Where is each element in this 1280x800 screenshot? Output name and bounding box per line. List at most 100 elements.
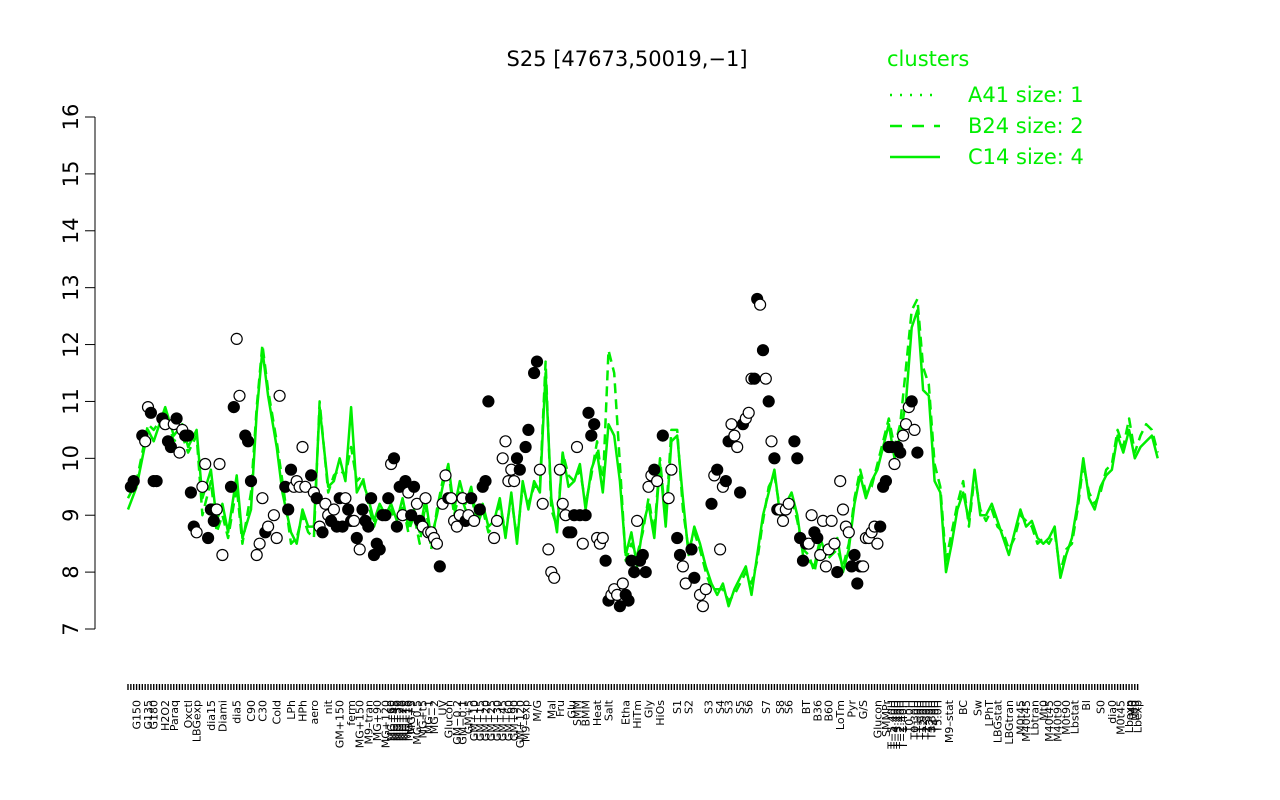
x-tick-label: S0 <box>1094 700 1107 714</box>
x-tick-label: S5 <box>734 700 747 714</box>
data-point <box>405 509 418 522</box>
x-tick-label: M40t90 <box>1052 700 1065 742</box>
y-tick-label: 16 <box>59 104 83 131</box>
x-tick-label: GM+15 <box>474 700 487 741</box>
x-tick-label: T−3.40H <box>891 700 904 750</box>
data-point <box>144 406 157 419</box>
data-point <box>616 577 629 590</box>
x-tick-label: M40t45 <box>1020 700 1033 742</box>
x-tick-label: LoTm <box>834 700 847 730</box>
data-point <box>282 503 295 516</box>
data-point <box>213 457 226 471</box>
data-point <box>673 548 687 562</box>
data-point <box>874 520 887 533</box>
x-tick-label: dia0 <box>1106 700 1119 724</box>
x-tick-label: HiOs <box>654 700 667 726</box>
data-point <box>802 537 815 550</box>
data-point <box>848 548 861 562</box>
x-tick-label: MG−0.5 <box>411 700 424 745</box>
x-tick-label: Mal <box>545 700 558 719</box>
data-point <box>805 509 818 522</box>
x-tick-label: MG+15 <box>399 700 412 741</box>
data-point <box>791 452 804 465</box>
data-point <box>244 475 258 488</box>
data-point <box>207 514 220 528</box>
data-point <box>553 463 567 476</box>
data-point <box>748 372 761 385</box>
x-tick-label: LBGstat <box>991 699 1004 743</box>
x-tick-label: Etha <box>620 700 633 725</box>
x-tick-label: B60 <box>823 700 836 722</box>
x-tick-label: T−4.40H <box>889 700 902 750</box>
x-tick-label: MG+150 <box>354 700 367 748</box>
data-point <box>182 429 195 442</box>
x-tick-label: T−5.40H <box>886 700 899 750</box>
x-tick-label: Lbstat <box>1069 699 1082 734</box>
data-point <box>305 469 318 482</box>
data-point <box>224 480 238 493</box>
data-point <box>628 565 641 579</box>
data-point <box>499 435 512 448</box>
y-tick-label: 12 <box>59 331 83 358</box>
data-point <box>270 531 283 545</box>
x-tick-label: Lbexp <box>1123 700 1136 733</box>
data-point <box>488 531 501 545</box>
data-point <box>888 457 901 471</box>
x-tick-label: Salt <box>603 699 616 721</box>
data-point <box>599 554 612 567</box>
data-point <box>473 503 486 516</box>
x-tick-label: T1.30H <box>914 700 927 740</box>
x-tick-label: GM−0.1 <box>457 700 470 745</box>
data-point <box>262 520 275 533</box>
data-point <box>836 503 850 516</box>
x-tick-label: BT <box>800 700 813 715</box>
chart-title: S25 [47673,50019,−1] <box>506 47 747 71</box>
data-point <box>319 497 332 510</box>
data-point <box>588 418 601 431</box>
data-point <box>439 469 452 482</box>
data-point <box>513 463 526 476</box>
data-point <box>596 531 609 545</box>
data-point <box>662 492 675 505</box>
x-tick-label: C90 <box>245 700 258 722</box>
data-point <box>576 537 589 550</box>
data-point <box>768 452 781 465</box>
data-point <box>765 435 778 448</box>
x-tick-label: T−2.40H <box>894 700 907 750</box>
data-point <box>811 531 824 545</box>
data-point <box>579 509 592 522</box>
y-tick-label: 10 <box>59 445 83 472</box>
data-point <box>899 418 913 431</box>
data-point <box>299 480 312 493</box>
x-tick-label: S2 <box>683 700 696 714</box>
data-point <box>164 440 177 454</box>
y-tick-label: 8 <box>59 565 83 578</box>
data-point <box>522 423 535 436</box>
data-point <box>230 332 243 345</box>
data-point <box>630 514 644 528</box>
x-tick-label: GM+90 <box>508 700 521 741</box>
data-point <box>782 497 795 510</box>
data-point <box>696 600 710 613</box>
y-tick-label: 13 <box>59 274 83 301</box>
y-axis: 7 8 9 10 11 12 13 14 15 16 <box>59 104 96 636</box>
data-point <box>676 560 690 573</box>
data-point <box>814 548 827 562</box>
data-point <box>202 531 215 545</box>
data-point <box>879 475 893 488</box>
x-tick-label: M0t45 <box>1114 700 1127 735</box>
data-point <box>565 526 578 539</box>
data-point <box>622 594 635 607</box>
data-point <box>542 543 555 556</box>
x-tick-label: MG+45 <box>388 700 401 741</box>
data-point <box>688 571 701 584</box>
data-point <box>273 389 286 402</box>
data-point <box>711 463 724 476</box>
x-tick-label: M9–stat <box>943 699 956 743</box>
x-tick-label: G180 <box>148 700 161 730</box>
x-tick-label: GM+45 <box>497 700 510 741</box>
x-tick-label: M9–tran <box>362 700 375 745</box>
x-tick-label: MG−2 <box>428 700 441 734</box>
x-tick-label: ferm <box>345 700 358 726</box>
data-point <box>871 537 884 550</box>
